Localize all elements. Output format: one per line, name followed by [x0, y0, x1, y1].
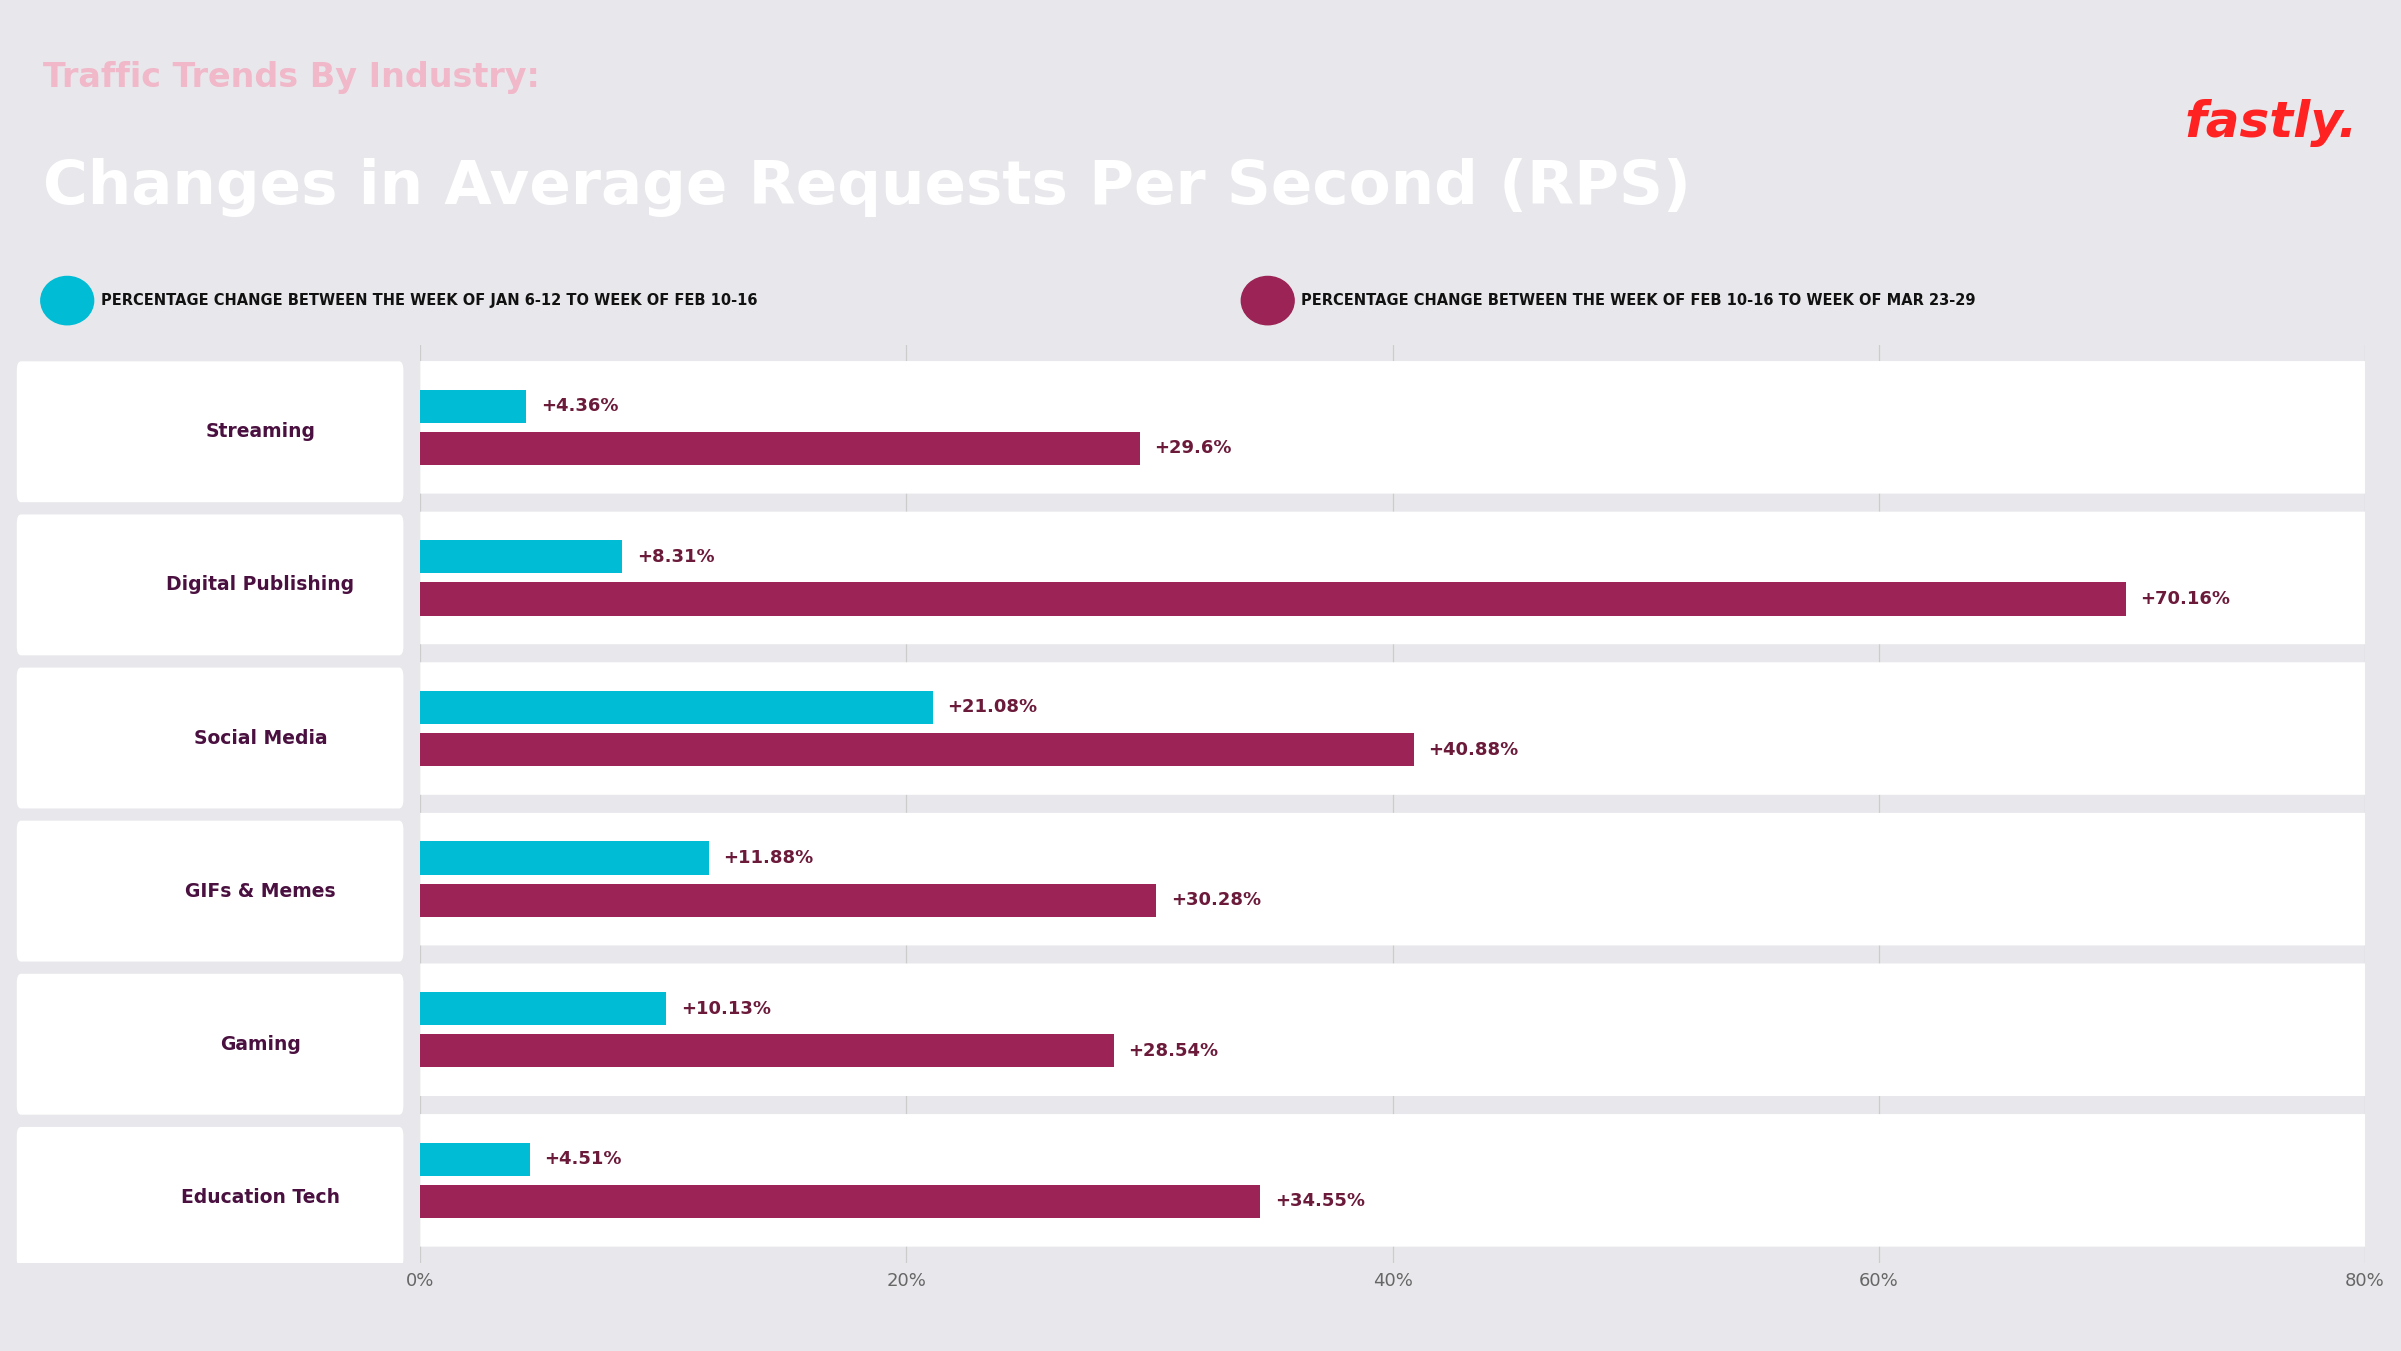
Text: Changes in Average Requests Per Second (RPS): Changes in Average Requests Per Second (… [43, 158, 1690, 218]
Text: Digital Publishing: Digital Publishing [166, 576, 355, 594]
Text: Education Tech: Education Tech [180, 1188, 341, 1206]
Text: fastly.: fastly. [2185, 99, 2358, 147]
Bar [420, 734, 1414, 766]
FancyBboxPatch shape [420, 662, 2365, 794]
FancyBboxPatch shape [420, 1115, 2365, 1247]
Text: +34.55%: +34.55% [1275, 1193, 1364, 1210]
Bar [420, 582, 2125, 616]
Text: +28.54%: +28.54% [1128, 1042, 1220, 1059]
FancyBboxPatch shape [17, 361, 403, 503]
Text: Traffic Trends By Industry:: Traffic Trends By Industry: [43, 61, 540, 93]
Text: Gaming: Gaming [221, 1035, 300, 1054]
Text: +21.08%: +21.08% [948, 698, 1037, 716]
Ellipse shape [1241, 277, 1294, 324]
FancyBboxPatch shape [420, 963, 2365, 1096]
Text: PERCENTAGE CHANGE BETWEEN THE WEEK OF FEB 10-16 TO WEEK OF MAR 23-29: PERCENTAGE CHANGE BETWEEN THE WEEK OF FE… [1301, 293, 1976, 308]
Text: +40.88%: +40.88% [1429, 740, 1520, 759]
FancyBboxPatch shape [17, 1127, 403, 1267]
Bar [420, 992, 667, 1025]
Bar [420, 389, 526, 423]
Bar [420, 884, 1157, 917]
Bar [420, 842, 708, 874]
Text: +11.88%: +11.88% [723, 848, 814, 867]
Bar [420, 1143, 531, 1175]
Text: +30.28%: +30.28% [1172, 892, 1261, 909]
FancyBboxPatch shape [420, 361, 2365, 493]
FancyBboxPatch shape [420, 813, 2365, 946]
Bar [420, 690, 932, 724]
Text: +29.6%: +29.6% [1155, 439, 1232, 458]
Text: GIFs & Memes: GIFs & Memes [185, 882, 336, 901]
Bar [420, 1035, 1114, 1067]
Text: +4.51%: +4.51% [545, 1150, 622, 1169]
FancyBboxPatch shape [17, 820, 403, 962]
Bar [420, 1185, 1261, 1219]
Bar [420, 540, 622, 573]
Text: +8.31%: +8.31% [636, 549, 715, 566]
Bar [420, 432, 1140, 465]
FancyBboxPatch shape [17, 515, 403, 655]
Text: +4.36%: +4.36% [540, 397, 617, 415]
Text: PERCENTAGE CHANGE BETWEEN THE WEEK OF JAN 6-12 TO WEEK OF FEB 10-16: PERCENTAGE CHANGE BETWEEN THE WEEK OF JA… [101, 293, 756, 308]
FancyBboxPatch shape [420, 512, 2365, 644]
Ellipse shape [41, 277, 94, 324]
FancyBboxPatch shape [17, 667, 403, 808]
Text: Social Media: Social Media [194, 728, 327, 747]
Text: +10.13%: +10.13% [682, 1000, 771, 1017]
FancyBboxPatch shape [17, 974, 403, 1115]
Text: Streaming: Streaming [206, 423, 315, 442]
Text: +70.16%: +70.16% [2139, 590, 2231, 608]
